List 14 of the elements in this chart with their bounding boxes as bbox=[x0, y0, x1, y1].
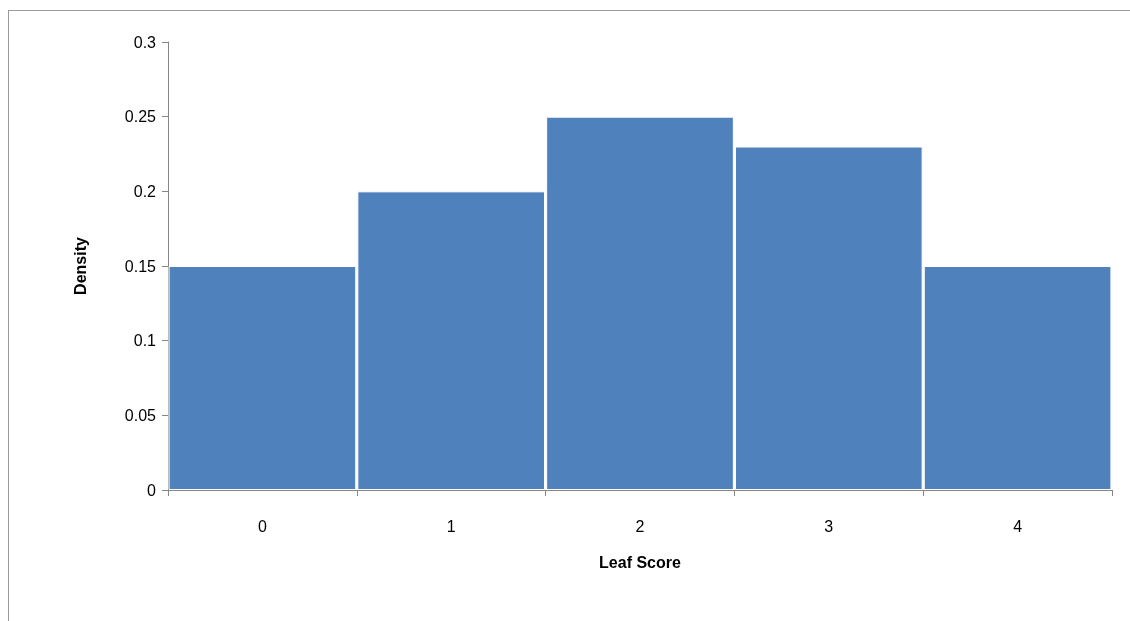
y-tick-label: 0.25 bbox=[124, 108, 157, 126]
y-tick-label: 0.3 bbox=[133, 33, 157, 51]
x-tick-label: 4 bbox=[1013, 517, 1023, 535]
x-tick-label: 3 bbox=[824, 517, 834, 535]
x-tick-label: 2 bbox=[635, 517, 645, 535]
y-tick-label: 0.15 bbox=[124, 257, 157, 275]
y-tick-label: 0 bbox=[147, 481, 157, 499]
y-axis-title: Density bbox=[71, 237, 89, 295]
y-tick-label: 0.2 bbox=[133, 182, 157, 200]
y-tick-label: 0.1 bbox=[133, 332, 157, 350]
x-tick-label: 0 bbox=[257, 517, 267, 535]
x-axis-title: Leaf Score bbox=[599, 553, 682, 571]
y-tick-label: 0.05 bbox=[124, 406, 157, 424]
x-tick-label: 1 bbox=[446, 517, 456, 535]
